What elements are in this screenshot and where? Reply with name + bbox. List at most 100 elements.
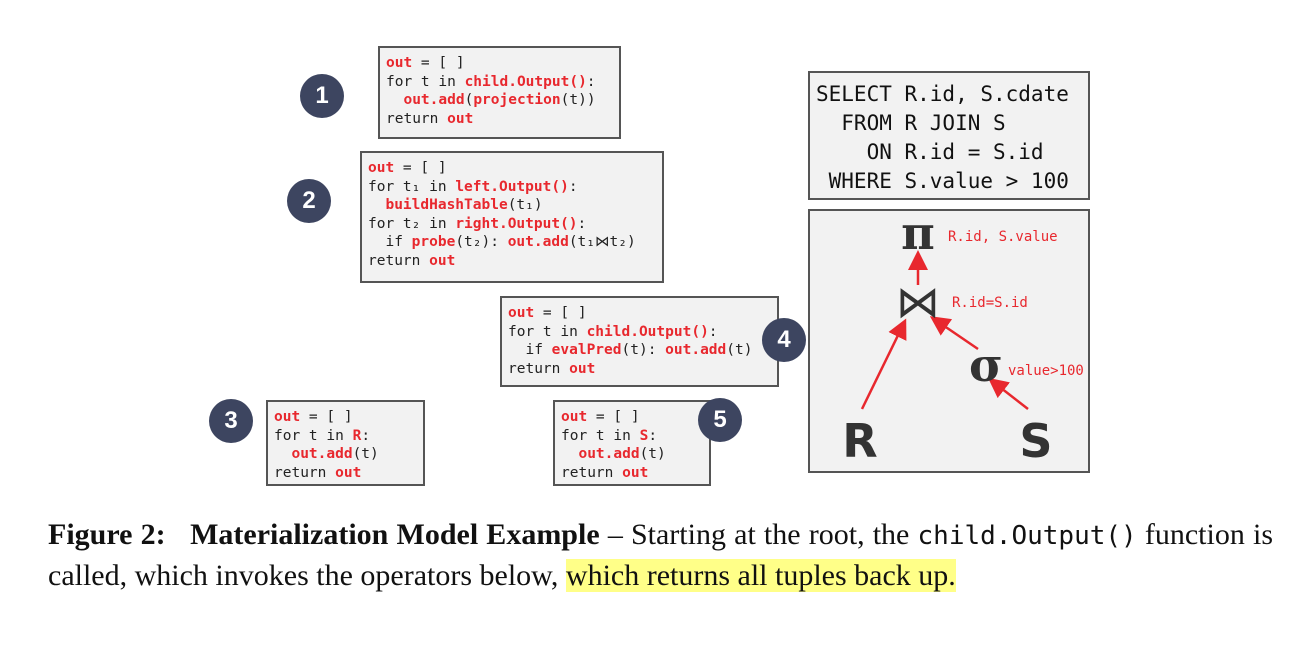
projection-symbol: π bbox=[901, 209, 935, 260]
sql-line: ON R.id = S.id bbox=[816, 140, 1044, 164]
code-token: for t in bbox=[274, 427, 353, 444]
code-line: return out bbox=[368, 252, 656, 271]
code-token bbox=[386, 92, 403, 108]
join-symbol: ⋈ bbox=[896, 277, 940, 328]
code-token: return bbox=[386, 110, 448, 127]
code-token bbox=[368, 197, 385, 213]
code-token: for t in bbox=[508, 323, 587, 340]
code-token: out bbox=[561, 409, 588, 425]
caption-text: function is called, which invokes the op… bbox=[48, 518, 1273, 592]
code-line: for t₂ in right.Output(): bbox=[368, 215, 656, 234]
code-token: out bbox=[368, 160, 395, 176]
code-line: for t in child.Output(): bbox=[508, 323, 771, 342]
sql-line: WHERE S.value > 100 bbox=[816, 169, 1069, 193]
code-box: out = [ ] for t in S: out.add(t) return ou… bbox=[553, 400, 711, 486]
code-token: for t₂ in bbox=[368, 215, 456, 232]
code-box: out = [ ] for t in child.Output(): out.ad… bbox=[378, 46, 621, 139]
code-token: (t₂): bbox=[455, 234, 508, 250]
code-token: out bbox=[429, 252, 456, 269]
code-line: buildHashTable(t₁) bbox=[368, 196, 656, 215]
relation-r: R bbox=[842, 414, 877, 468]
code-token: = [ ] bbox=[534, 305, 587, 321]
code-box: out = [ ] for t in child.Output(): if eva… bbox=[500, 296, 779, 387]
code-token: return bbox=[508, 360, 570, 377]
join-label: R.id=S.id bbox=[952, 295, 1028, 311]
code-token: : bbox=[586, 73, 596, 90]
code-token: for t in bbox=[561, 427, 640, 444]
code-token: out bbox=[386, 55, 413, 71]
caption-text: – Starting at the root, the bbox=[599, 518, 918, 551]
code-line: out = [ ] bbox=[561, 408, 703, 427]
code-line: if evalPred(t): out.add(t) bbox=[508, 341, 771, 360]
code-token: buildHashTable bbox=[385, 197, 508, 213]
code-token: : bbox=[648, 427, 658, 444]
code-token: S bbox=[639, 427, 649, 444]
code-line: out.add(t) bbox=[561, 445, 703, 464]
code-token: return bbox=[274, 464, 336, 481]
code-token: evalPred bbox=[551, 342, 622, 358]
code-token: = [ ] bbox=[587, 409, 640, 425]
code-token: (t) bbox=[726, 342, 753, 358]
plan-graph: π R.id, S.value ⋈ R.id=S.id σ value>100 … bbox=[842, 209, 1084, 468]
code-token: out bbox=[447, 110, 474, 127]
code-token: right.Output() bbox=[455, 215, 578, 232]
code-line: return out bbox=[508, 360, 771, 379]
code-token bbox=[274, 446, 291, 462]
code-line: return out bbox=[386, 110, 613, 129]
code-token: R bbox=[352, 427, 362, 444]
code-line: out = [ ] bbox=[508, 304, 771, 323]
code-line: for t in child.Output(): bbox=[386, 73, 613, 92]
projection-label: R.id, S.value bbox=[948, 229, 1058, 245]
selection-symbol: σ bbox=[969, 338, 1003, 392]
code-token: : bbox=[577, 215, 587, 232]
code-token: out.add bbox=[507, 234, 569, 250]
code-token: if bbox=[508, 342, 552, 358]
caption-label: Figure 2: bbox=[48, 518, 166, 551]
code-token: (t): bbox=[621, 342, 666, 358]
code-token: (t) bbox=[639, 446, 666, 462]
code-token: return bbox=[561, 464, 623, 481]
code-box: out = [ ] for t in R: out.add(t) return ou… bbox=[266, 400, 425, 486]
sql-query: SELECT R.id, S.cdate FROM R JOIN S ON R.… bbox=[808, 71, 1090, 200]
code-line: out = [ ] bbox=[368, 159, 656, 178]
query-plan: π R.id, S.value ⋈ R.id=S.id σ value>100 … bbox=[808, 209, 1090, 473]
caption: Figure 2: Materialization Model Example … bbox=[48, 515, 1273, 596]
code-token: out.add bbox=[578, 446, 640, 462]
code-token: for t₁ in bbox=[368, 178, 456, 195]
code-line: return out bbox=[274, 464, 417, 483]
code-token: probe bbox=[411, 234, 456, 250]
code-token: child.Output() bbox=[586, 323, 709, 340]
code-token: if bbox=[368, 234, 412, 250]
caption-highlight: which returns all tuples back up. bbox=[565, 559, 956, 592]
code-line: for t in S: bbox=[561, 427, 703, 446]
code-token: out bbox=[508, 305, 535, 321]
code-line: if probe(t₂): out.add(t₁⋈t₂) bbox=[368, 233, 656, 252]
code-token: ( bbox=[464, 92, 474, 108]
code-line: for t₁ in left.Output(): bbox=[368, 178, 656, 197]
code-token: return bbox=[368, 252, 430, 269]
code-token: out.add bbox=[403, 92, 465, 108]
code-token: out.add bbox=[291, 446, 353, 462]
code-token: (t₁) bbox=[507, 197, 543, 213]
code-token: = [ ] bbox=[300, 409, 353, 425]
code-box: out = [ ] for t₁ in left.Output(): buildH… bbox=[360, 151, 664, 283]
relation-s: S bbox=[1019, 414, 1052, 468]
code-line: out = [ ] bbox=[274, 408, 417, 427]
code-token: projection bbox=[473, 92, 561, 108]
code-token: = [ ] bbox=[412, 55, 465, 71]
code-token: left.Output() bbox=[455, 178, 569, 195]
code-line: out.add(t) bbox=[274, 445, 417, 464]
selection-label: value>100 bbox=[1008, 363, 1084, 379]
code-token: : bbox=[361, 427, 371, 444]
code-token: : bbox=[708, 323, 718, 340]
code-line: for t in R: bbox=[274, 427, 417, 446]
code-token: out bbox=[569, 360, 596, 377]
code-token bbox=[561, 446, 578, 462]
code-line: out = [ ] bbox=[386, 54, 613, 73]
code-token: for t in bbox=[386, 73, 465, 90]
code-token: out.add bbox=[665, 342, 727, 358]
caption-title: Materialization Model Example bbox=[190, 518, 600, 551]
code-token: out bbox=[274, 409, 301, 425]
code-token: (t) bbox=[352, 446, 379, 462]
